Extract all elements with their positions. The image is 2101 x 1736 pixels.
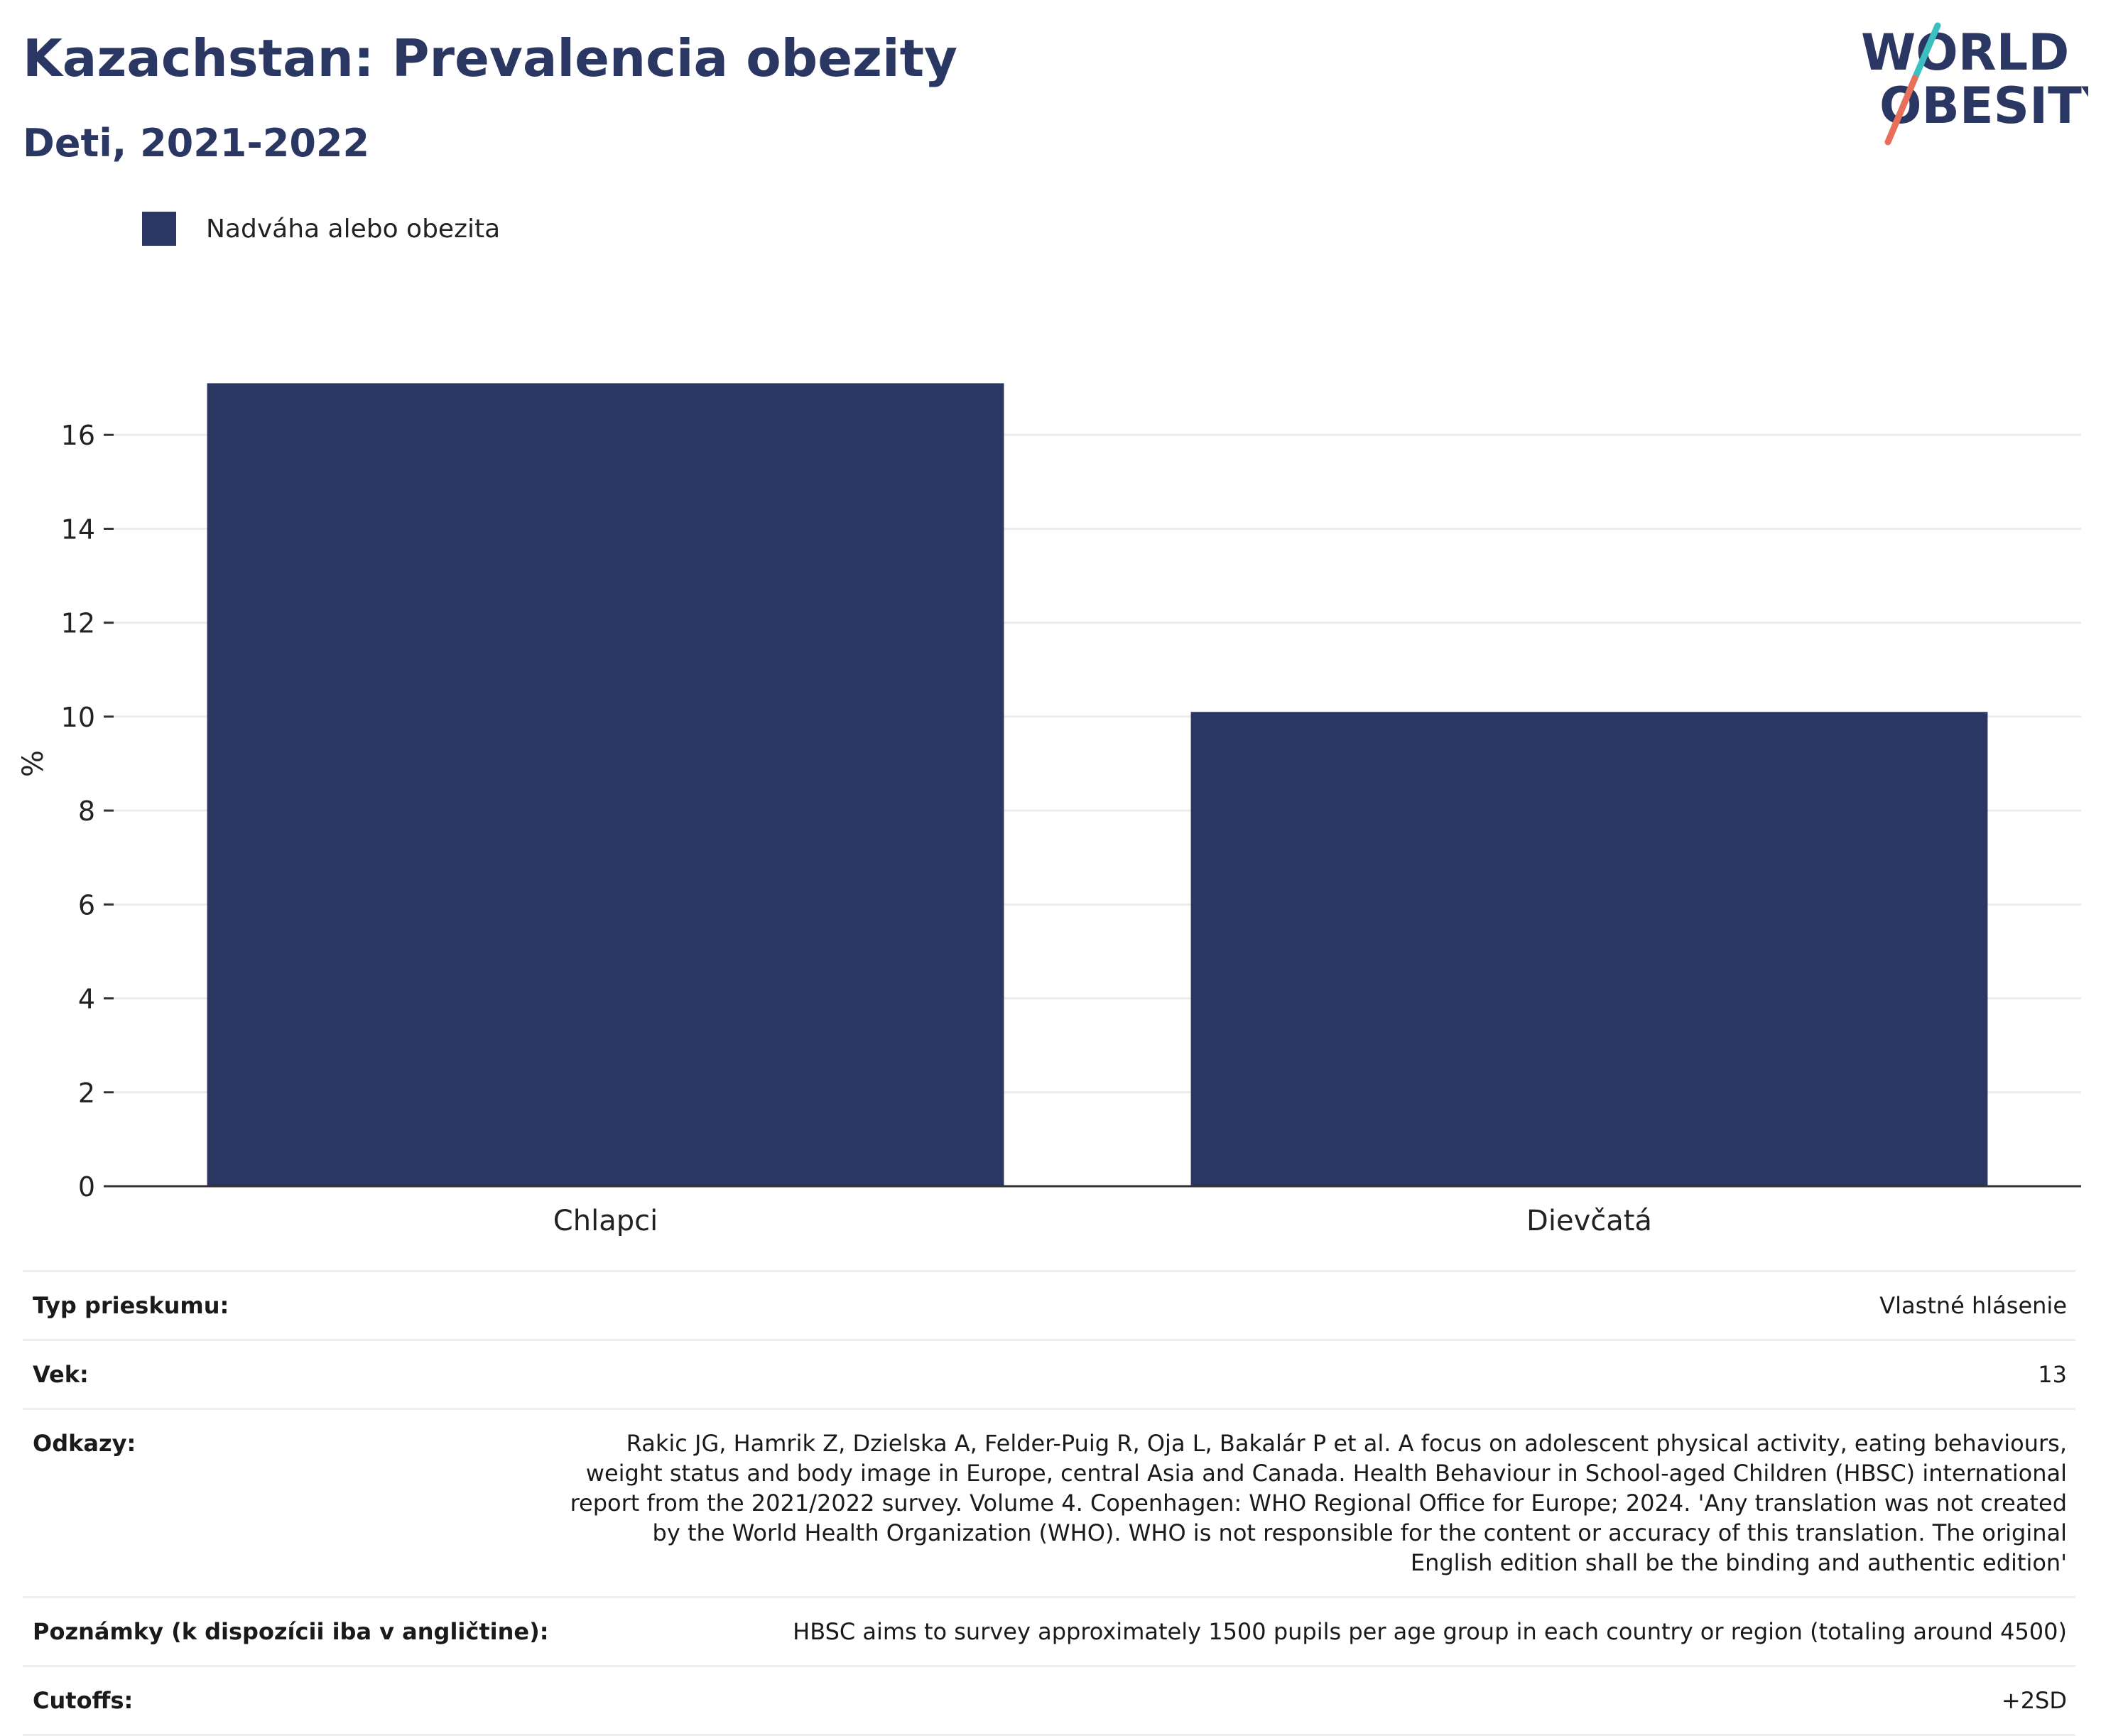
y-tick-label: 8 bbox=[78, 796, 95, 827]
metadata-value: Vlastné hlásenie bbox=[557, 1270, 2075, 1340]
metadata-row: Cutoffs: +2SD bbox=[23, 1665, 2075, 1736]
y-tick-label: 12 bbox=[61, 608, 95, 639]
metadata-row: Odkazy: Rakic JG, Hamrik Z, Dzielska A, F… bbox=[23, 1408, 2075, 1597]
metadata-value: HBSC aims to survey approximately 1500 p… bbox=[557, 1596, 2075, 1666]
logo-slash-bottom bbox=[1884, 75, 1918, 146]
logo-slash-top bbox=[1911, 22, 1941, 82]
x-tick-label: Chlapci bbox=[553, 1205, 658, 1236]
legend: Nadváha alebo obezita bbox=[142, 212, 500, 246]
metadata-row: Poznámky (k dispozícii iba v angličtine)… bbox=[23, 1596, 2075, 1666]
y-tick-label: 2 bbox=[78, 1078, 95, 1109]
metadata-key: Odkazy: bbox=[23, 1408, 558, 1597]
chart-title: Kazachstan: Prevalencia obezity bbox=[23, 28, 957, 88]
bars bbox=[207, 383, 1988, 1186]
bar bbox=[1190, 712, 1988, 1186]
legend-label: Nadváha alebo obezita bbox=[206, 214, 501, 244]
metadata-value: 13 bbox=[557, 1339, 2075, 1409]
bar bbox=[207, 383, 1004, 1186]
legend-swatch bbox=[142, 212, 176, 246]
y-tick-label: 14 bbox=[61, 514, 95, 545]
metadata-key: Vek: bbox=[23, 1339, 558, 1409]
metadata-row: Vek: 13 bbox=[23, 1339, 2075, 1409]
y-tick-label: 10 bbox=[61, 702, 95, 733]
metadata-value: +2SD bbox=[557, 1665, 2075, 1736]
metadata-row: Typ prieskumu: Vlastné hlásenie bbox=[23, 1270, 2075, 1340]
bar-chart: 0 2 4 6 8 10 12 14 16 Chlapci Dievčatá % bbox=[17, 383, 2081, 1236]
y-tick-label: 4 bbox=[78, 984, 95, 1015]
logo-line1: WORLD bbox=[1861, 23, 2069, 82]
metadata-table: Typ prieskumu: Vlastné hlásenie Vek: 13 Odka… bbox=[23, 1270, 2075, 1736]
y-tick-label: 16 bbox=[61, 420, 95, 451]
x-tick-label: Dievčatá bbox=[1526, 1205, 1652, 1236]
y-tick-label: 0 bbox=[78, 1171, 95, 1203]
y-axis-label: % bbox=[17, 750, 50, 777]
chart-subtitle: Deti, 2021-2022 bbox=[23, 121, 370, 166]
metadata-key: Poznámky (k dispozícii iba v angličtine)… bbox=[23, 1596, 558, 1666]
metadata-value: Rakic JG, Hamrik Z, Dzielska A, Felder-P… bbox=[557, 1408, 2075, 1597]
world-obesity-logo: WORLD OBESITY bbox=[1861, 22, 2088, 146]
axes: 0 2 4 6 8 10 12 14 16 Chlapci Dievčatá bbox=[61, 420, 2081, 1236]
metadata-key: Typ prieskumu: bbox=[23, 1270, 558, 1340]
metadata-key: Cutoffs: bbox=[23, 1665, 558, 1736]
y-tick-label: 6 bbox=[78, 889, 95, 921]
